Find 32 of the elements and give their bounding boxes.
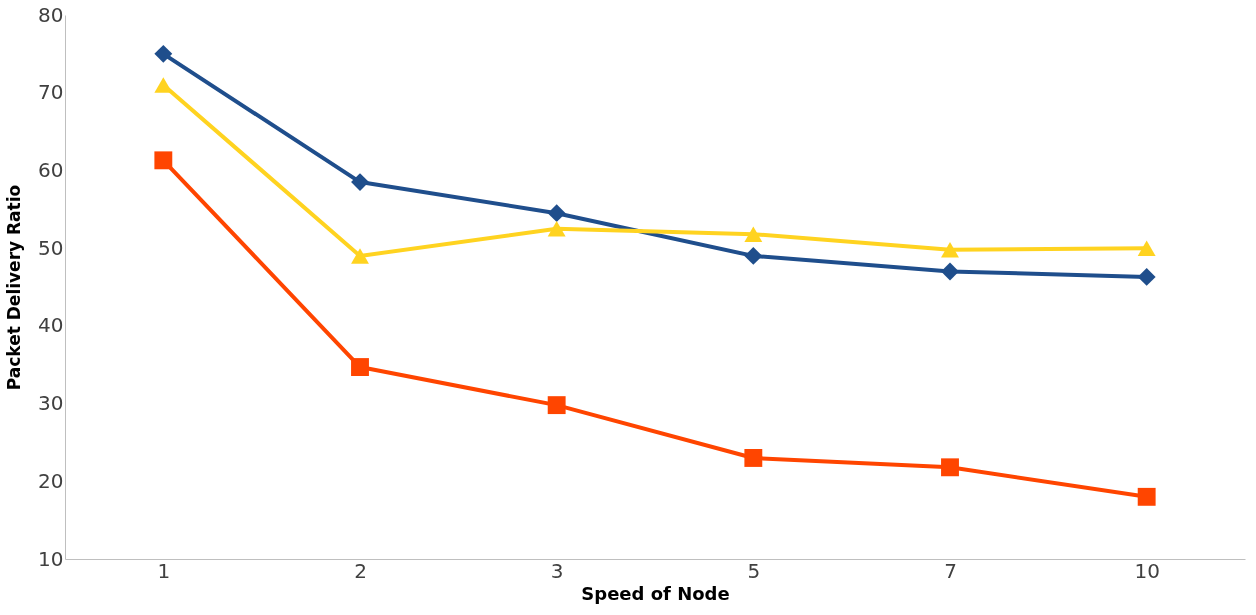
point [1137,240,1156,256]
y-tick-label: 50 [38,235,64,260]
x-tick-label: 5 [747,558,761,583]
point [547,396,566,415]
x-tick-label: 3 [550,558,564,583]
point [744,449,763,467]
point [547,220,566,237]
point [154,151,173,170]
y-tick-label: 80 [38,2,64,27]
point [351,358,369,376]
point [154,44,173,63]
point [351,173,369,192]
point [941,458,959,477]
y-axis-title: Packet Delivery Ratio [4,184,25,391]
point [744,246,763,265]
x-axis-title: Speed of Node [581,582,730,604]
x-tick-label: 7 [944,558,957,583]
point [547,204,566,223]
point [941,241,959,258]
y-tick-label: 60 [38,157,64,182]
x-tick-label: 1 [157,558,171,583]
x-tick-label: 2 [354,558,367,583]
y-tick-label: 70 [38,80,64,105]
point [1137,487,1156,506]
y-tick-label: 20 [38,468,64,493]
y-tick-label: 40 [38,313,64,338]
point [744,226,763,242]
x-tick-label: 10 [1134,558,1160,583]
point [941,262,959,281]
point [351,248,369,264]
point [1137,267,1156,286]
y-tick-label: 30 [38,391,64,416]
